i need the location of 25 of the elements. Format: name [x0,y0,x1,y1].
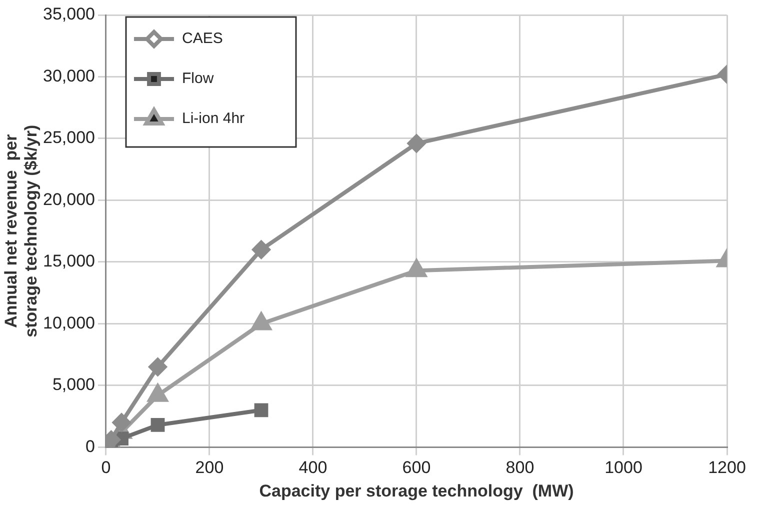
x-tick-label: 0 [101,458,111,478]
x-tick-label: 800 [506,458,534,478]
y-tick-label: 10,000 [42,313,95,332]
point [254,403,268,418]
point [112,414,131,432]
y-tick-label: 5,000 [52,375,95,394]
x-tick-label: 1000 [604,458,642,478]
y-tick-label: 15,000 [42,252,95,271]
legend-label: CAES [182,30,223,48]
legend-label: Li-ion 4hr [182,110,245,128]
x-tick-label: 1200 [708,458,746,478]
y-tick-label: 30,000 [42,66,95,86]
x-axis-title: Capacity per storage technology (MW) [259,481,574,500]
x-tick-label: 600 [402,458,431,478]
y-tick-label: 20,000 [42,190,95,209]
point [252,240,270,259]
legend-label: Flow [182,70,214,88]
y-tick-label: 35,000 [42,4,95,24]
point [150,418,165,432]
point [148,358,167,376]
x-tick-label: 400 [298,458,328,478]
y-tick-label: 25,000 [42,128,95,148]
y-axis-title: Annual net revenue per storage technology ($k/yr) [2,124,41,338]
x-tick-label: 200 [195,458,224,478]
y-tick-label: 0 [86,436,95,456]
